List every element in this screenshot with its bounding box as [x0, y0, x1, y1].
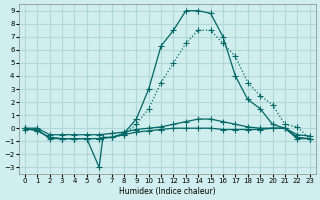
X-axis label: Humidex (Indice chaleur): Humidex (Indice chaleur) [119, 187, 216, 196]
